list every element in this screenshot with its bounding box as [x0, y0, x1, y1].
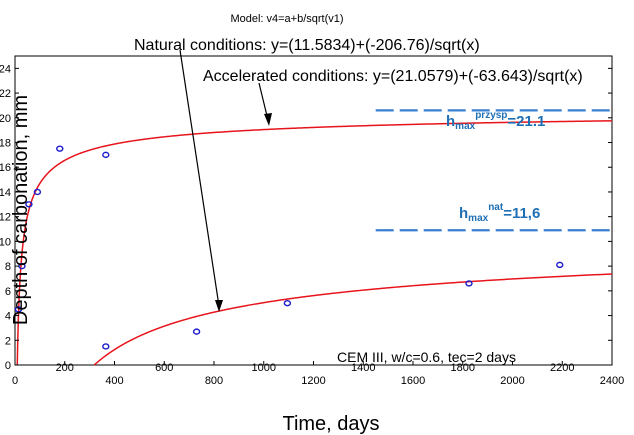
y-tick-label: 12 [0, 212, 11, 224]
y-tick-label: 8 [5, 261, 11, 273]
y-tick-label: 10 [0, 236, 11, 248]
equation-natural: Natural conditions: y=(11.5834)+(-206.76… [134, 37, 480, 54]
y-tick-label: 20 [0, 113, 11, 125]
y-axis-title: Depth of carbonation, mm [10, 95, 32, 325]
x-tick-label-top: 600 [155, 362, 173, 374]
x-tick-label-top: 2200 [550, 362, 574, 374]
data-point [556, 261, 564, 269]
hmax-label-accelerated: hmaxprzysp=21.1 [446, 110, 545, 132]
x-tick-label-top: 1000 [252, 362, 276, 374]
fit-curve [16, 120, 613, 366]
y-tick-label: 2 [5, 335, 11, 347]
x-tick-label-top: 1800 [451, 362, 475, 374]
data-point [465, 280, 473, 287]
model-label: Model: v4=a+b/sqrt(v1) [230, 13, 343, 25]
y-tick-label: 0 [5, 360, 11, 372]
x-tick-label-bottom: 2400 [600, 375, 624, 387]
x-tick-label-bottom: 0 [12, 375, 18, 387]
x-tick-label-top: 1400 [351, 362, 375, 374]
x-tick-label-top: 200 [56, 362, 74, 374]
hmax-label-natural: hmaxnat=11,6 [459, 202, 540, 224]
data-point [102, 151, 110, 159]
data-point [102, 343, 110, 350]
equation-accelerated: Accelerated conditions: y=(21.0579)+(-63… [203, 68, 583, 85]
x-tick-label-bottom: 2000 [500, 375, 524, 387]
x-axis-title: Time, days [282, 413, 379, 435]
data-point [192, 328, 201, 335]
y-tick-label: 22 [0, 88, 11, 100]
y-tick-label: 18 [0, 138, 11, 150]
y-tick-label: 14 [0, 187, 11, 199]
arrow-accelerated [258, 82, 272, 126]
x-tick-label-bottom: 400 [105, 375, 123, 387]
data-point [33, 188, 42, 196]
curves [16, 120, 613, 366]
data-point [14, 306, 23, 313]
fit-curve [93, 273, 613, 366]
data-points [14, 145, 564, 350]
x-tick-label-bottom: 1600 [401, 375, 425, 387]
y-tick-label: 24 [0, 63, 11, 75]
hmax-lines [375, 109, 611, 232]
x-tick-label-bottom: 1200 [301, 375, 325, 387]
data-point [25, 201, 33, 208]
data-point [56, 145, 64, 152]
y-tick-label: 6 [5, 286, 11, 298]
x-tick-label-bottom: 800 [205, 375, 223, 387]
y-tick-label: 16 [0, 162, 11, 174]
data-point [283, 300, 292, 307]
arrow-natural [179, 49, 223, 312]
chart-note: CEM III, w/c=0.6, tec=2 days [337, 349, 516, 365]
y-tick-label: 4 [5, 311, 11, 323]
